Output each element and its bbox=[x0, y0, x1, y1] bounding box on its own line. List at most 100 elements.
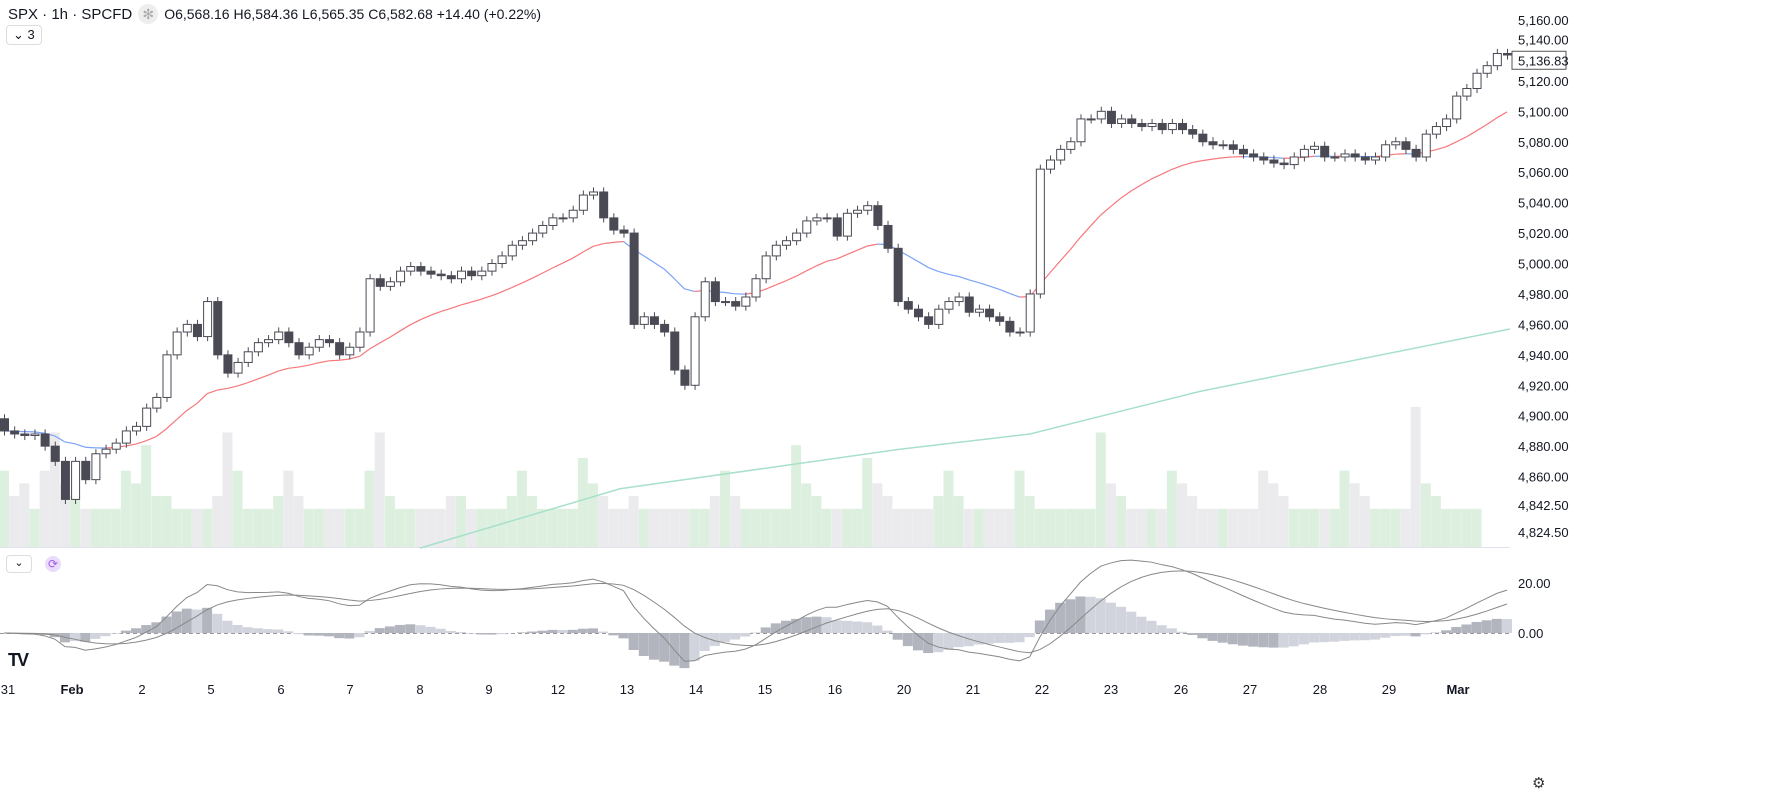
candle[interactable] bbox=[304, 342, 314, 360]
candle[interactable] bbox=[741, 292, 751, 311]
candle[interactable] bbox=[1421, 129, 1431, 162]
candle[interactable] bbox=[1340, 149, 1350, 162]
candle[interactable] bbox=[974, 304, 984, 317]
candle[interactable] bbox=[233, 357, 243, 378]
candle[interactable] bbox=[385, 277, 395, 291]
candle[interactable] bbox=[649, 312, 659, 329]
candle[interactable] bbox=[1299, 144, 1309, 162]
candle[interactable] bbox=[203, 297, 213, 342]
settings-icon[interactable]: ⚙ bbox=[1532, 775, 1546, 792]
candle[interactable] bbox=[1350, 149, 1360, 162]
candle[interactable] bbox=[142, 403, 152, 431]
candle[interactable] bbox=[1391, 137, 1401, 150]
candle[interactable] bbox=[1117, 114, 1127, 129]
candle[interactable] bbox=[629, 228, 639, 329]
candle[interactable] bbox=[578, 190, 588, 215]
candle[interactable] bbox=[467, 266, 477, 281]
candle[interactable] bbox=[1431, 121, 1441, 139]
candle[interactable] bbox=[700, 277, 710, 322]
candle[interactable] bbox=[20, 429, 30, 441]
candle[interactable] bbox=[10, 426, 20, 439]
candle[interactable] bbox=[822, 213, 832, 223]
candle[interactable] bbox=[944, 297, 954, 314]
candle[interactable] bbox=[416, 261, 426, 276]
candle[interactable] bbox=[477, 266, 487, 281]
candle[interactable] bbox=[721, 297, 731, 307]
candle[interactable] bbox=[761, 251, 771, 284]
candle[interactable] bbox=[710, 277, 720, 307]
candle[interactable] bbox=[274, 327, 284, 345]
candle[interactable] bbox=[842, 208, 852, 241]
candle[interactable] bbox=[396, 266, 406, 287]
candle[interactable] bbox=[1503, 48, 1512, 60]
candle[interactable] bbox=[1330, 152, 1340, 162]
candle[interactable] bbox=[1076, 114, 1086, 147]
candle[interactable] bbox=[517, 236, 527, 250]
candle[interactable] bbox=[1360, 152, 1370, 165]
candle[interactable] bbox=[426, 266, 436, 279]
candle[interactable] bbox=[660, 319, 670, 337]
candle[interactable] bbox=[558, 213, 568, 223]
candle[interactable] bbox=[1178, 118, 1188, 135]
candle[interactable] bbox=[1188, 125, 1198, 139]
candle[interactable] bbox=[690, 312, 700, 390]
candle[interactable] bbox=[802, 216, 812, 238]
candle[interactable] bbox=[81, 456, 91, 485]
candle[interactable] bbox=[568, 205, 578, 223]
candle[interactable] bbox=[934, 304, 944, 329]
candle[interactable] bbox=[1147, 118, 1157, 132]
candle[interactable] bbox=[223, 350, 233, 378]
candle[interactable] bbox=[314, 335, 324, 352]
candle[interactable] bbox=[1442, 114, 1452, 132]
candle[interactable] bbox=[1482, 61, 1492, 78]
candle[interactable] bbox=[1035, 164, 1045, 299]
candle[interactable] bbox=[284, 327, 294, 348]
candle[interactable] bbox=[639, 312, 649, 329]
candle[interactable] bbox=[619, 225, 629, 238]
candle[interactable] bbox=[1492, 48, 1502, 71]
candle[interactable] bbox=[121, 426, 131, 448]
candle[interactable] bbox=[1005, 316, 1015, 337]
candle[interactable] bbox=[832, 213, 842, 241]
candle[interactable] bbox=[731, 297, 741, 311]
candle[interactable] bbox=[264, 335, 274, 348]
candle[interactable] bbox=[538, 220, 548, 238]
candle[interactable] bbox=[1015, 327, 1025, 337]
candle[interactable] bbox=[599, 187, 609, 223]
candle[interactable] bbox=[1025, 289, 1035, 337]
candle[interactable] bbox=[781, 236, 791, 250]
candle[interactable] bbox=[548, 213, 558, 231]
candle[interactable] bbox=[924, 312, 934, 329]
candle[interactable] bbox=[680, 365, 690, 390]
candle[interactable] bbox=[50, 441, 60, 466]
candle[interactable] bbox=[507, 240, 517, 261]
candle[interactable] bbox=[487, 258, 497, 276]
candle[interactable] bbox=[1046, 155, 1056, 174]
candle[interactable] bbox=[873, 201, 883, 231]
candle[interactable] bbox=[40, 429, 50, 451]
candle[interactable] bbox=[1320, 141, 1330, 162]
candle[interactable] bbox=[446, 271, 456, 284]
candle[interactable] bbox=[60, 456, 70, 504]
candle[interactable] bbox=[893, 243, 903, 307]
candle[interactable] bbox=[1259, 152, 1269, 165]
candle[interactable] bbox=[863, 201, 873, 215]
candle[interactable] bbox=[243, 347, 253, 368]
candle[interactable] bbox=[609, 213, 619, 235]
candle[interactable] bbox=[406, 261, 416, 276]
candle[interactable] bbox=[213, 297, 223, 360]
candle[interactable] bbox=[1137, 118, 1147, 132]
candle[interactable] bbox=[1056, 144, 1066, 165]
candle[interactable] bbox=[913, 304, 923, 322]
candle[interactable] bbox=[1198, 129, 1208, 147]
candle[interactable] bbox=[1279, 158, 1289, 170]
candle[interactable] bbox=[1370, 152, 1380, 165]
candle[interactable] bbox=[1086, 114, 1096, 124]
sync-icon[interactable]: ⟳ bbox=[45, 556, 61, 572]
candle[interactable] bbox=[903, 297, 913, 314]
candle[interactable] bbox=[172, 327, 182, 360]
candle[interactable] bbox=[324, 335, 334, 348]
candle[interactable] bbox=[30, 429, 40, 441]
pane-collapse-button[interactable]: ⌄ bbox=[6, 555, 32, 573]
candle[interactable] bbox=[1269, 155, 1279, 168]
